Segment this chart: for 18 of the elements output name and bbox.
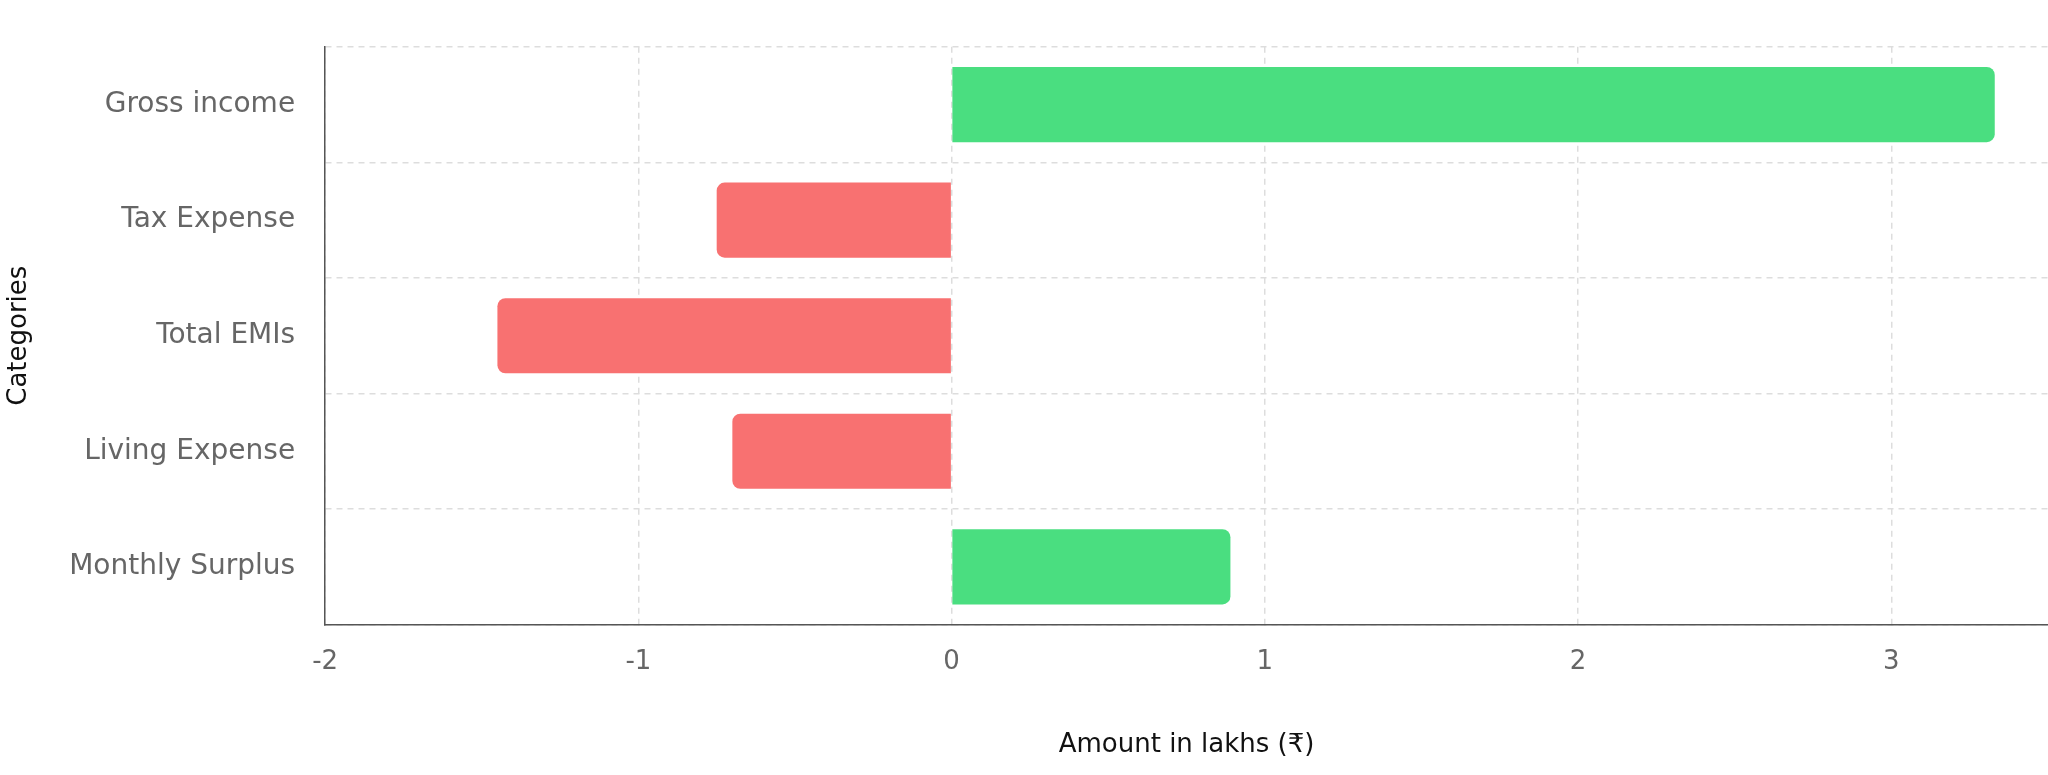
x-tick-label: 2: [1569, 644, 1587, 675]
y-tick-label: Gross income: [104, 85, 296, 119]
y-axis-title: Categories: [2, 265, 33, 406]
y-tick-label: Monthly Surplus: [69, 548, 296, 582]
x-tick-label: 1: [1256, 644, 1274, 675]
x-tick-label: 3: [1883, 644, 1900, 675]
y-tick-label: Living Expense: [84, 432, 296, 466]
x-axis-title: Amount in lakhs (₹): [1058, 728, 1315, 759]
bar: [952, 67, 1995, 143]
x-tick-label: 0: [943, 644, 960, 675]
bar: [497, 298, 951, 374]
bar: [732, 413, 951, 489]
bar: [716, 182, 951, 258]
y-tick-label: Total EMIs: [155, 316, 296, 350]
y-tick-label: Tax Expense: [120, 201, 296, 235]
bar: [952, 529, 1231, 605]
x-tick-label: -1: [625, 644, 652, 675]
x-tick-label: -2: [312, 644, 339, 675]
